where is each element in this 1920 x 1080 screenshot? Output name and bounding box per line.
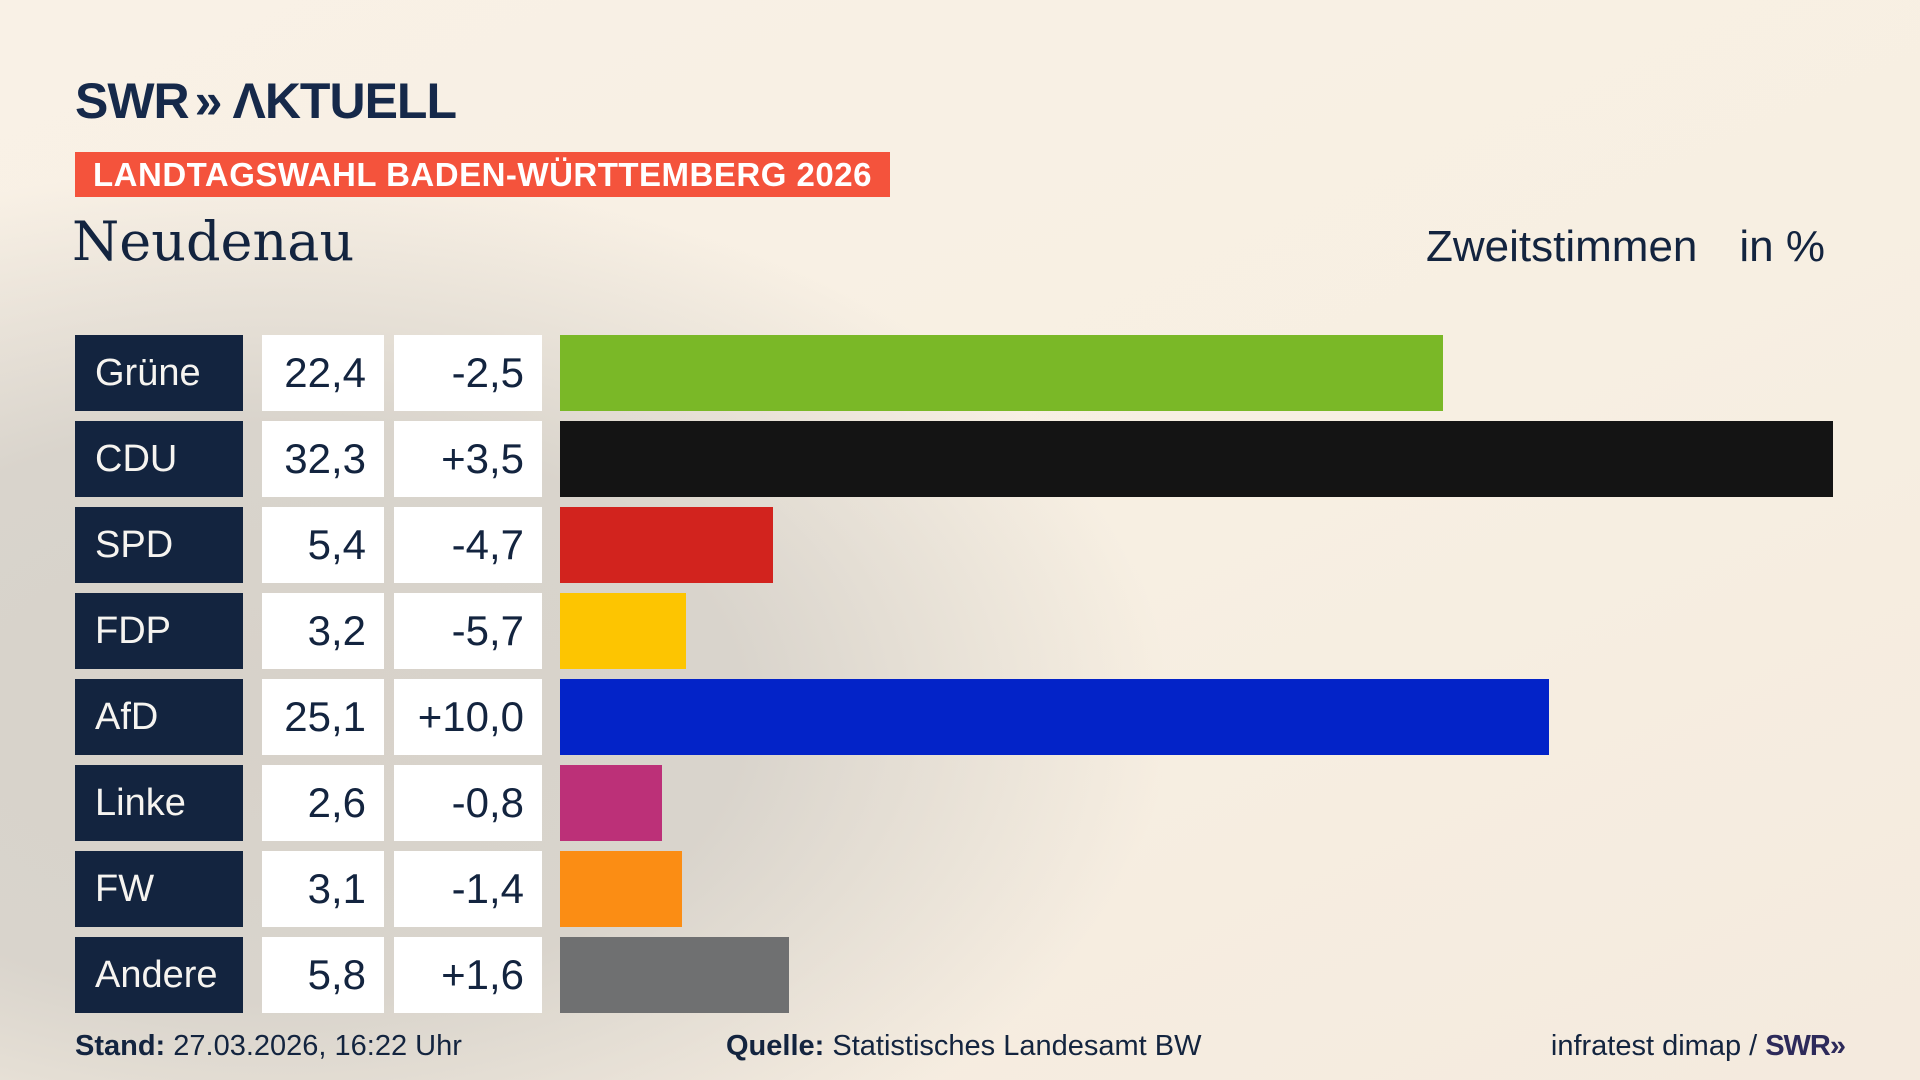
measure-label: Zweitstimmen [1426, 222, 1698, 271]
bar-track [560, 851, 1920, 927]
table-row: SPD 5,4 -4,7 [75, 507, 1920, 583]
party-value: 22,4 [262, 335, 384, 411]
bar-track [560, 507, 1920, 583]
party-label: Linke [75, 765, 243, 841]
swr-aktuell-logo: SWR» ΛKTUELL [75, 72, 457, 130]
party-bar [560, 679, 1550, 755]
table-row: AfD 25,1 +10,0 [75, 679, 1920, 755]
party-value: 2,6 [262, 765, 384, 841]
party-label: CDU [75, 421, 243, 497]
party-change: -5,7 [394, 593, 542, 669]
party-label: FW [75, 851, 243, 927]
bar-track [560, 421, 1920, 497]
swr-logo-text: SWR [75, 73, 190, 129]
source-label: Quelle: [726, 1030, 825, 1062]
double-chevron-icon: » [194, 73, 223, 129]
results-table: Grüne 22,4 -2,5 CDU 32,3 +3,5 SPD 5,4 -4… [75, 335, 1920, 1023]
party-change: -1,4 [394, 851, 542, 927]
measure-unit: in % [1739, 222, 1825, 271]
election-banner: LANDTAGSWAHL BADEN-WÜRTTEMBERG 2026 [75, 152, 890, 197]
party-label: SPD [75, 507, 243, 583]
party-change: -2,5 [394, 335, 542, 411]
bar-track [560, 593, 1920, 669]
party-change: -4,7 [394, 507, 542, 583]
party-value: 3,1 [262, 851, 384, 927]
party-bar [560, 421, 1834, 497]
bar-track [560, 765, 1920, 841]
party-change: +10,0 [394, 679, 542, 755]
party-value: 25,1 [262, 679, 384, 755]
measure-title: Zweitstimmen in % [1426, 222, 1825, 272]
table-row: Grüne 22,4 -2,5 [75, 335, 1920, 411]
party-value: 5,8 [262, 937, 384, 1013]
party-bar [560, 937, 789, 1013]
party-bar [560, 593, 687, 669]
party-bar [560, 765, 663, 841]
table-row: FDP 3,2 -5,7 [75, 593, 1920, 669]
aktuell-logo-text: ΛKTUELL [232, 73, 457, 129]
source-value: Statistisches Landesamt BW [832, 1030, 1202, 1062]
table-row: FW 3,1 -1,4 [75, 851, 1920, 927]
party-label: AfD [75, 679, 243, 755]
region-title: Neudenau [72, 210, 355, 273]
party-value: 32,3 [262, 421, 384, 497]
credit-note: infratest dimap / SWR» [1550, 1030, 1846, 1063]
table-row: Andere 5,8 +1,6 [75, 937, 1920, 1013]
party-bar [560, 851, 683, 927]
credit-text: infratest dimap / [1550, 1030, 1758, 1062]
swr-footer-logo: SWR» [1765, 1030, 1846, 1062]
stand-timestamp: Stand: 27.03.2026, 16:22 Uhr [75, 1030, 462, 1063]
stand-value: 27.03.2026, 16:22 Uhr [173, 1030, 462, 1062]
party-value: 3,2 [262, 593, 384, 669]
bar-track [560, 937, 1920, 1013]
party-label: FDP [75, 593, 243, 669]
source-note: Quelle: Statistisches Landesamt BW [726, 1030, 1201, 1063]
table-row: CDU 32,3 +3,5 [75, 421, 1920, 497]
party-change: -0,8 [394, 765, 542, 841]
table-row: Linke 2,6 -0,8 [75, 765, 1920, 841]
party-change: +1,6 [394, 937, 542, 1013]
party-bar [560, 335, 1443, 411]
party-change: +3,5 [394, 421, 542, 497]
party-bar [560, 507, 773, 583]
party-value: 5,4 [262, 507, 384, 583]
bar-track [560, 679, 1920, 755]
party-label: Andere [75, 937, 243, 1013]
party-label: Grüne [75, 335, 243, 411]
bar-track [560, 335, 1920, 411]
stand-label: Stand: [75, 1030, 166, 1062]
